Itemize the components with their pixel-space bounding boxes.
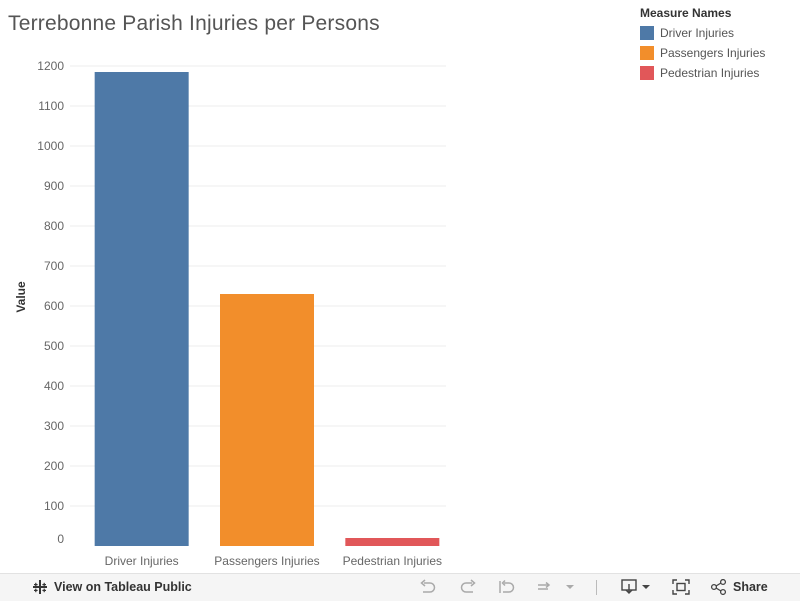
fullscreen-button[interactable]: [672, 578, 690, 596]
bar-chart: 0 100 200 300 400 500 600 700 800 900 1000 1100 1200…: [14, 59, 446, 568]
x-tick-label: Passengers Injuries: [214, 554, 319, 568]
y-tick-label: 300: [44, 419, 64, 433]
download-button[interactable]: [621, 578, 651, 596]
legend-item-passengers[interactable]: Passengers Injuries: [640, 43, 795, 63]
legend-swatch: [640, 46, 654, 60]
undo-icon: [420, 579, 436, 593]
y-tick-label: 1200: [37, 59, 64, 73]
undo-button[interactable]: [419, 578, 437, 596]
y-tick-label: 500: [44, 339, 64, 353]
view-on-tableau-button[interactable]: View on Tableau Public: [32, 579, 192, 595]
y-tick-label: 400: [44, 379, 64, 393]
legend-item-pedestrian[interactable]: Pedestrian Injuries: [640, 63, 795, 83]
bar-pedestrian-injuries[interactable]: [345, 538, 440, 546]
share-button[interactable]: Share: [710, 578, 768, 596]
legend-label: Driver Injuries: [660, 26, 735, 40]
pause-dropdown-button[interactable]: [565, 578, 575, 596]
y-axis-ticks: 0 100 200 300 400 500 600 700 800 900 1000 1100 1200: [37, 59, 64, 546]
bars: [94, 72, 440, 546]
y-tick-label: 900: [44, 179, 64, 193]
x-tick-label: Pedestrian Injuries: [343, 554, 442, 568]
y-tick-label: 700: [44, 259, 64, 273]
legend-title: Measure Names: [640, 6, 732, 20]
bar-passengers-injuries[interactable]: [220, 294, 314, 546]
chevron-down-icon: [566, 585, 574, 589]
legend-item-driver[interactable]: Driver Injuries: [640, 23, 795, 43]
revert-button[interactable]: [498, 578, 516, 596]
x-axis-ticks: Driver Injuries Passengers Injuries Pedest…: [105, 554, 442, 568]
y-tick-label: 200: [44, 459, 64, 473]
tableau-toolbar: View on Tableau Public: [0, 573, 800, 601]
tableau-logo-icon: [33, 580, 47, 594]
legend-swatch: [640, 26, 654, 40]
y-tick-label: 600: [44, 299, 64, 313]
revert-icon: [499, 579, 515, 593]
y-axis-label: Value: [14, 281, 28, 313]
refresh-icon: [538, 581, 551, 590]
download-icon: [621, 579, 650, 594]
y-tick-label: 800: [44, 219, 64, 233]
share-label: Share: [733, 580, 768, 594]
legend-label: Pedestrian Injuries: [660, 66, 760, 80]
fullscreen-icon: [672, 579, 690, 595]
y-tick-label: 0: [57, 532, 64, 546]
x-tick-label: Driver Injuries: [105, 554, 179, 568]
view-on-tableau-label: View on Tableau Public: [54, 580, 192, 594]
redo-button[interactable]: [459, 578, 477, 596]
refresh-button[interactable]: [535, 578, 553, 596]
toolbar-divider: [596, 580, 597, 595]
chart-title: Terrebonne Parish Injuries per Persons: [8, 12, 380, 35]
redo-icon: [460, 579, 476, 593]
legend-swatch: [640, 66, 654, 80]
share-icon: [710, 579, 727, 595]
y-tick-label: 1100: [38, 99, 64, 113]
legend: Measure Names Driver Injuries Passengers…: [640, 6, 795, 83]
legend-label: Passengers Injuries: [660, 46, 766, 60]
y-tick-label: 100: [44, 499, 64, 513]
y-tick-label: 1000: [37, 139, 64, 153]
bar-driver-injuries[interactable]: [94, 72, 189, 546]
